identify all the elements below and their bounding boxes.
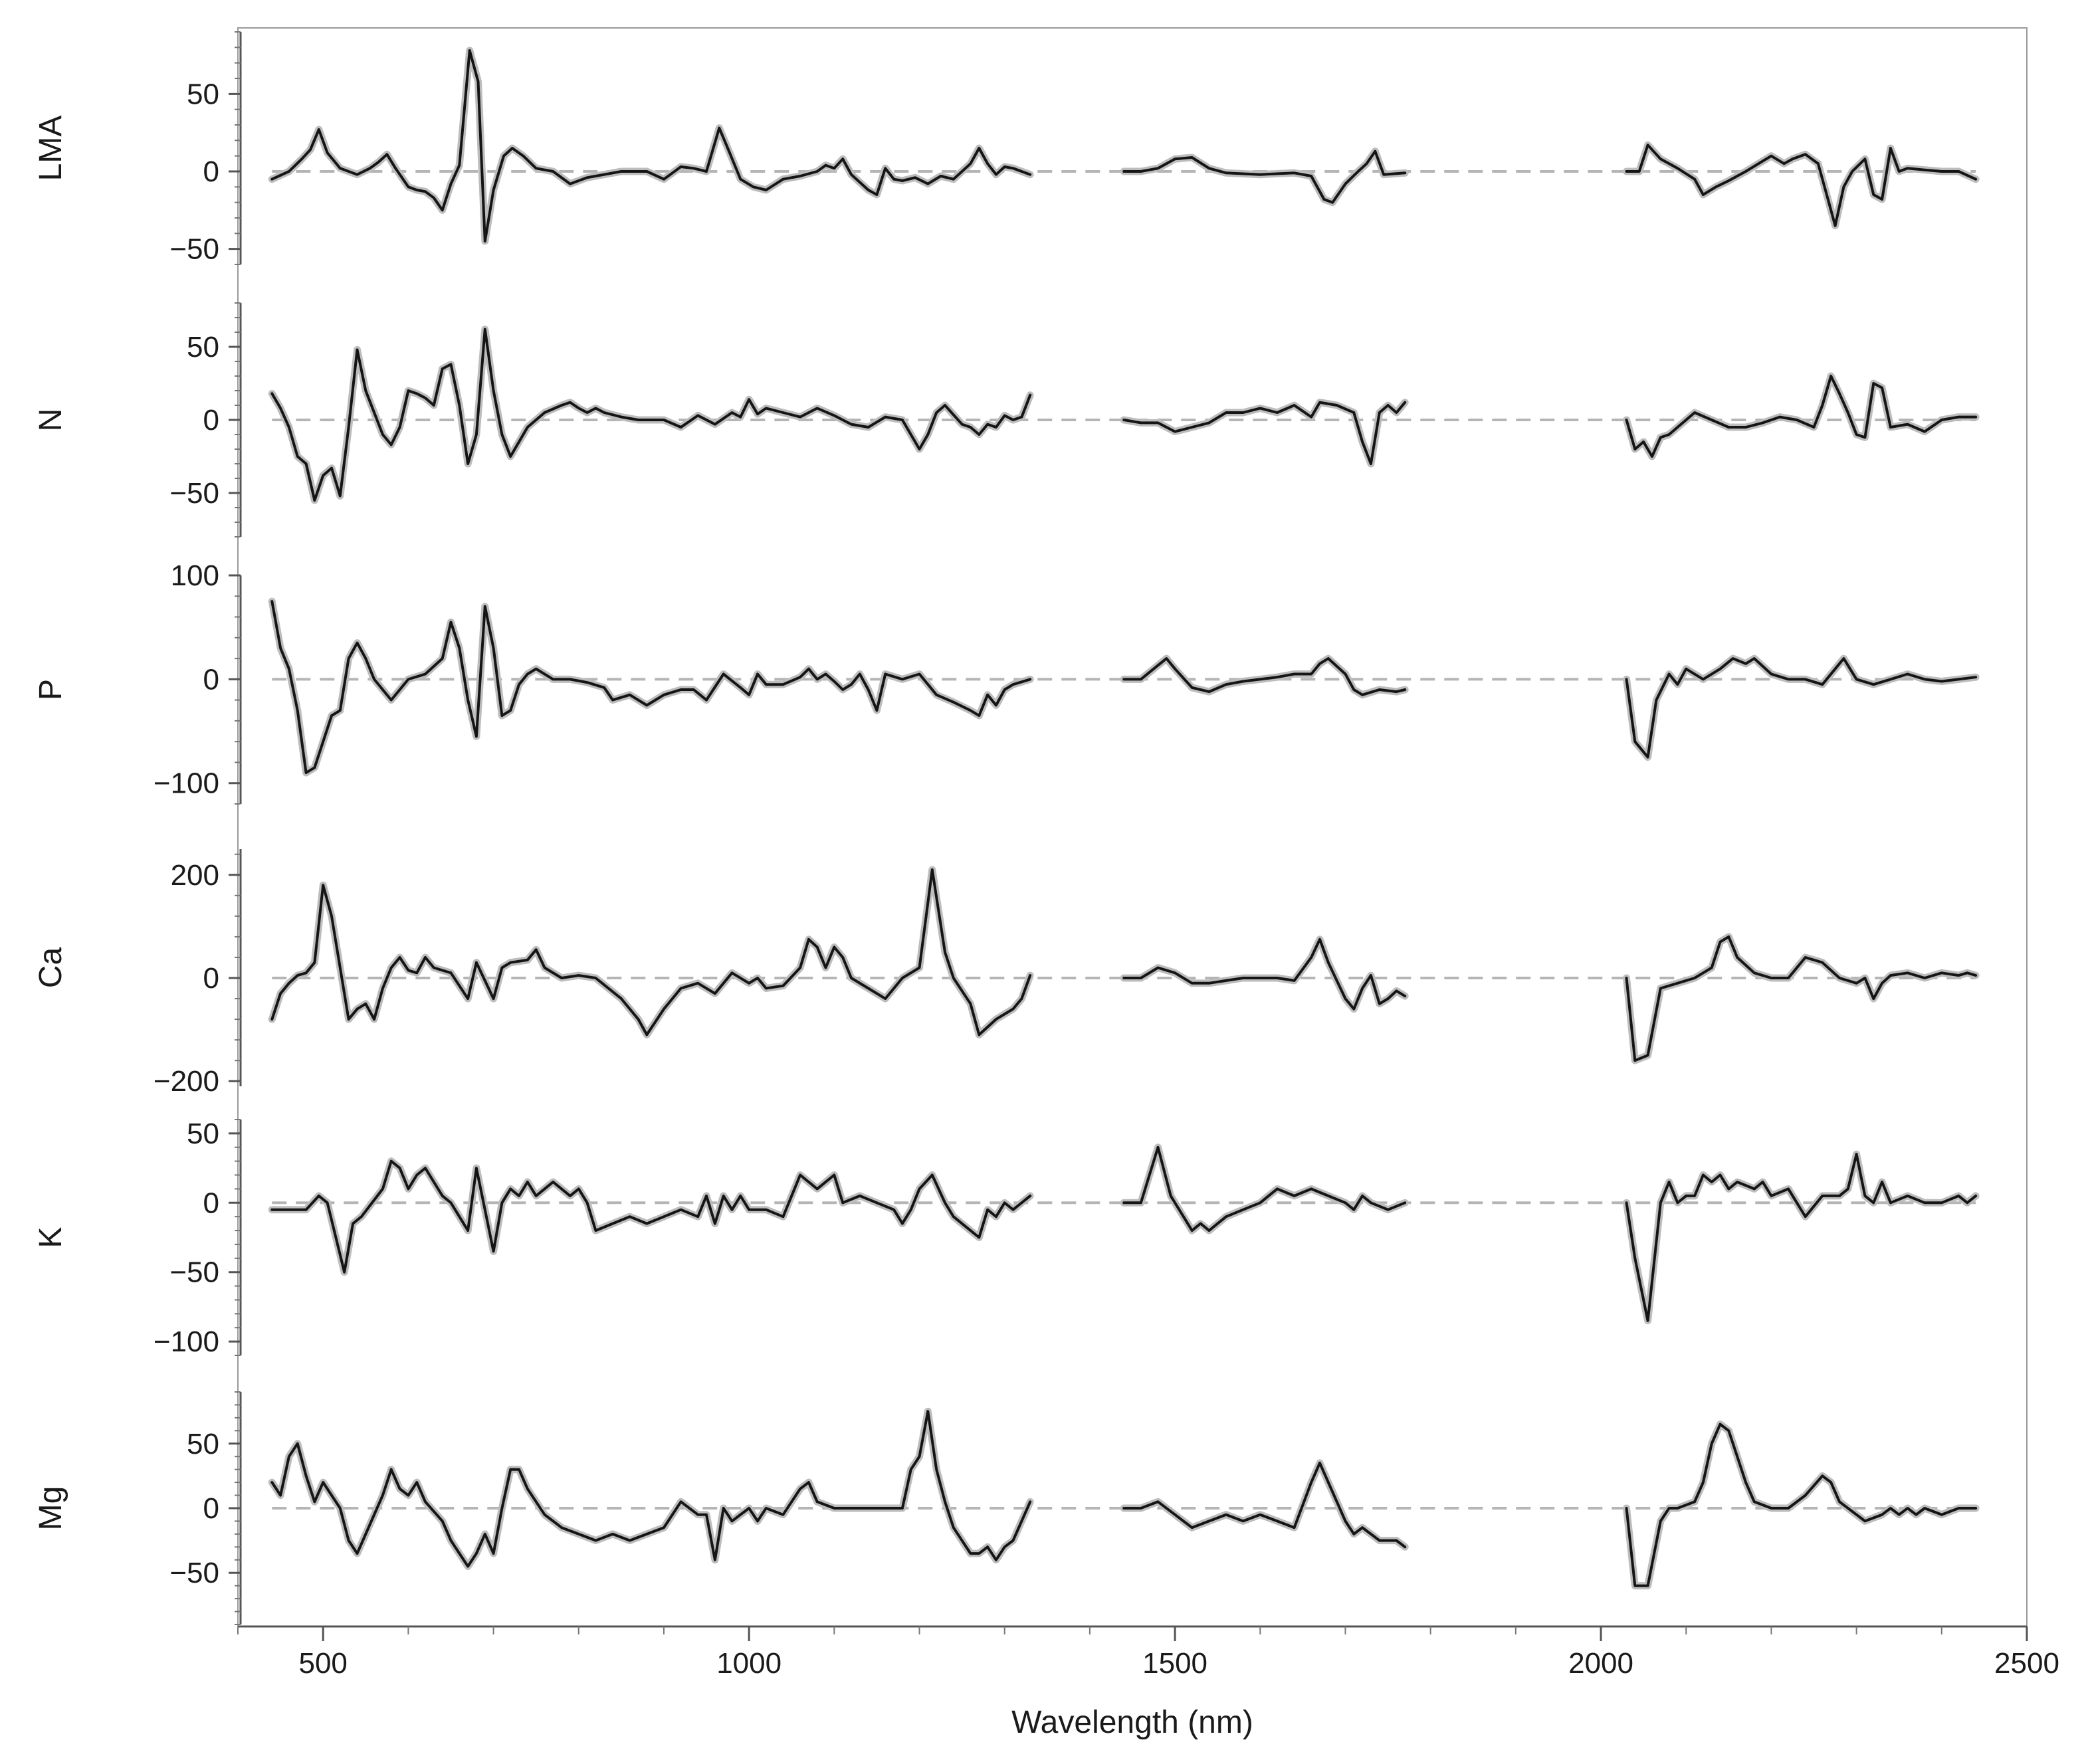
uncertainty-band-k-segment-3 [1623, 1150, 1980, 1325]
x-axis: 500 1000 1500 2000 2500 Wavelength (nm) [237, 1625, 2059, 1740]
uncertainty-band-lma-segment-2 [1120, 147, 1409, 207]
x-tick-label: 2000 [1568, 1647, 1633, 1680]
series-line-ca-segment-1 [270, 868, 1032, 1036]
series-line-mg-segment-1 [270, 1410, 1032, 1568]
series-line-k-segment-3 [1625, 1153, 1978, 1322]
y-tick-label: 100 [171, 559, 219, 592]
y-tick-label: 50 [187, 1118, 219, 1150]
uncertainty-band-n-segment-1 [268, 326, 1034, 504]
y-tick-label: 50 [187, 331, 219, 363]
y-tick-label: −100 [154, 1325, 219, 1358]
y-tick-label: 50 [187, 1428, 219, 1460]
series-line-n-segment-2 [1122, 401, 1407, 465]
x-tick-label: 2500 [1994, 1647, 2059, 1680]
x-axis-tick-labels: 500 1000 1500 2000 2500 [298, 1647, 2059, 1680]
uncertainty-band-n-segment-3 [1623, 372, 1980, 460]
uncertainty-band-n-segment-2 [1120, 399, 1409, 468]
uncertainty-band-p-segment-2 [1120, 654, 1409, 699]
y-tick-label: −50 [169, 233, 219, 266]
x-tick-label: 1000 [716, 1647, 782, 1680]
uncertainty-band-ca-segment-2 [1120, 935, 1409, 1013]
x-axis-title: Wavelength (nm) [1011, 1705, 1253, 1740]
y-tick-label: 0 [203, 1187, 219, 1219]
y-tick-label: 0 [203, 155, 219, 188]
panels: −50050LMA−50050N−1000100P−2000200Ca−100−… [33, 31, 1980, 1625]
y-tick-label: 0 [203, 404, 219, 437]
y-tick-label: 50 [187, 78, 219, 110]
uncertainty-band-ca-segment-1 [268, 866, 1034, 1038]
y-tick-label: −50 [169, 1256, 219, 1289]
y-tick-label: 0 [203, 962, 219, 995]
x-tick-label: 500 [298, 1647, 347, 1680]
panel-p: −100 0 100 P [33, 559, 1980, 805]
series-line-lma-segment-3 [1625, 144, 1978, 227]
x-tick-label: 1500 [1142, 1647, 1207, 1680]
y-tick-label: −50 [169, 477, 219, 510]
series-line-ca-segment-3 [1625, 935, 1978, 1062]
series-line-k-segment-2 [1122, 1145, 1407, 1232]
series-line-p-segment-1 [270, 600, 1032, 775]
panel-label-n: N [33, 409, 68, 432]
uncertainty-band-p-segment-3 [1623, 654, 1980, 761]
y-tick-label: 0 [203, 663, 219, 696]
series-line-p-segment-3 [1625, 657, 1978, 759]
panel-mg: −50 0 50 Mg [33, 1391, 1980, 1625]
uncertainty-band-k-segment-2 [1120, 1143, 1409, 1234]
series-line-p-segment-2 [1122, 657, 1407, 696]
panel-ca: −200 0 200 Ca [33, 849, 1980, 1098]
panel-n: −50 0 50 N [33, 302, 1980, 538]
panel-label-k: K [33, 1226, 68, 1248]
series-line-lma-segment-2 [1122, 149, 1407, 204]
series-line-lma-segment-1 [270, 49, 1032, 243]
y-tick-label: −50 [169, 1557, 219, 1589]
series-line-mg-segment-3 [1625, 1422, 1978, 1587]
panel-lma: −50 0 50 LMA [33, 31, 1980, 266]
panel-label-p: P [33, 679, 68, 700]
y-tick-label: −200 [154, 1065, 219, 1098]
y-tick-label: 0 [203, 1492, 219, 1525]
series-line-ca-segment-2 [1122, 937, 1407, 1011]
uncertainty-band-mg-segment-2 [1120, 1459, 1409, 1551]
panel-k: −100 −50 0 50 K [33, 1118, 1980, 1358]
y-tick-label: 200 [171, 859, 219, 892]
uncertainty-band-p-segment-1 [268, 597, 1034, 777]
series-line-k-segment-1 [270, 1159, 1032, 1274]
uncertainty-band-mg-segment-3 [1623, 1421, 1980, 1590]
panel-label-lma: LMA [33, 116, 68, 181]
y-tick-label: −100 [154, 767, 219, 800]
panel-label-mg: Mg [33, 1486, 68, 1531]
x-axis-ticks [237, 1626, 2028, 1641]
series-line-n-segment-1 [270, 328, 1032, 502]
panel-label-ca: Ca [33, 947, 68, 989]
series-line-mg-segment-2 [1122, 1461, 1407, 1549]
uncertainty-band-ca-segment-3 [1623, 933, 1980, 1064]
series-line-n-segment-3 [1625, 375, 1978, 458]
uncertainty-band-lma-segment-1 [268, 47, 1034, 245]
plot-frame [237, 27, 2028, 1627]
